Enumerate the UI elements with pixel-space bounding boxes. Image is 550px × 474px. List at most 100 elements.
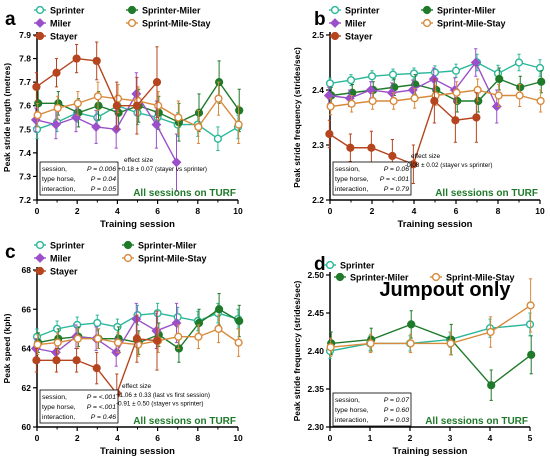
stats-value: P = 0.60: [384, 407, 409, 414]
x-axis-label: Training session: [100, 219, 175, 230]
y-tick-label: 2.3: [312, 140, 324, 150]
stats-value: P = 0.07: [384, 397, 409, 404]
x-tick-label: 2: [75, 206, 80, 216]
data-point: [452, 88, 461, 97]
data-point: [35, 253, 45, 263]
x-tick-label: 1: [368, 433, 373, 443]
data-point: [527, 350, 536, 359]
effect-size-line: +0.18 ± 0.07 (stayer vs sprinter): [118, 166, 207, 173]
data-point: [213, 134, 223, 143]
data-point: [127, 5, 137, 15]
data-point: [495, 74, 504, 84]
x-tick-label: 0: [35, 206, 40, 216]
data-point: [409, 69, 419, 78]
data-point: [52, 68, 61, 77]
x-tick-label: 2: [408, 433, 413, 443]
legend-label: Sprinter-Miler: [437, 6, 496, 16]
data-point: [35, 31, 45, 41]
data-point: [93, 92, 103, 101]
data-point: [451, 116, 460, 125]
data-point: [194, 122, 203, 132]
data-point: [32, 82, 41, 91]
legend-label: Sprinter-Miler: [138, 241, 197, 251]
stats-box: [332, 161, 412, 196]
series-sprint-mile-stay: [326, 78, 545, 116]
series-sprint-mile-stay: [326, 278, 535, 357]
chart-panel-a: a 0 2 4 6 8 10 7.2 7.3 7.4 7.5 7.6 7.7 7.8 7.9 Training…: [2, 5, 244, 230]
x-tick-label: 0: [35, 433, 40, 443]
data-point: [152, 78, 162, 87]
data-point: [73, 99, 82, 108]
y-tick-label: 7.6: [19, 101, 31, 111]
y-tick-label: 2.40: [307, 346, 324, 356]
data-point: [234, 338, 243, 347]
data-point: [113, 94, 123, 103]
data-point: [53, 103, 62, 113]
data-point: [151, 119, 162, 130]
data-point: [35, 266, 45, 276]
x-tick-label: 10: [233, 433, 243, 443]
data-point: [323, 90, 334, 101]
legend-label: Sprinter: [340, 261, 375, 271]
data-point: [123, 240, 133, 250]
data-point: [494, 91, 503, 100]
legend-label: Sprinter: [345, 6, 380, 16]
x-tick-label: 6: [454, 206, 459, 216]
stats-value: P = 0.03: [384, 417, 409, 424]
x-axis-label: Training session: [398, 219, 473, 230]
series-line: [330, 304, 531, 348]
legend-label: Miler: [50, 254, 72, 264]
stats-value: P = 0.05: [91, 186, 116, 193]
x-tick-label: 5: [528, 433, 533, 443]
data-point: [446, 339, 455, 348]
data-point: [72, 356, 81, 365]
data-point: [388, 70, 398, 79]
data-point: [131, 314, 142, 324]
data-point: [194, 318, 204, 328]
y-tick-label: 7.5: [19, 124, 31, 134]
data-point: [473, 85, 482, 95]
turf-label: All sessions on TURF: [133, 188, 236, 199]
effect-size-line: +1.06 ± 0.33 (last vs first session): [116, 392, 210, 399]
x-tick-label: 8: [496, 206, 501, 216]
legend-label: Stayer: [50, 267, 78, 277]
y-tick-label: 2.50: [307, 270, 324, 280]
y-tick-label: 7.7: [19, 77, 31, 87]
x-axis-label: Training session: [393, 446, 468, 457]
stats-value: P = <.001: [87, 404, 116, 411]
panel-letter: b: [314, 9, 326, 30]
data-point: [52, 356, 61, 365]
y-tick-label: 68: [22, 265, 32, 275]
panel-letter: c: [5, 242, 16, 263]
data-point: [365, 85, 376, 95]
data-point: [174, 332, 183, 341]
stats-value: P = 0.006: [87, 166, 116, 173]
data-point: [194, 108, 204, 117]
data-point: [94, 101, 103, 110]
data-point: [422, 5, 432, 15]
stats-label: session,: [335, 397, 360, 404]
legend-label: Sprint-Mile-Stay: [142, 19, 211, 29]
panel-letter: a: [5, 9, 16, 30]
x-axis-label: Training session: [100, 446, 175, 457]
data-point: [326, 343, 335, 352]
data-point: [330, 5, 340, 15]
data-point: [430, 96, 439, 106]
data-point: [388, 151, 397, 161]
legend-label: Sprinter-Miler: [350, 273, 409, 283]
data-point: [430, 68, 440, 77]
data-point: [92, 56, 101, 66]
turf-label: All sessions on TURF: [435, 188, 538, 199]
series-sprinter-miler: [34, 293, 244, 363]
data-point: [235, 316, 244, 326]
stats-value: P = 0.46: [91, 414, 116, 421]
data-point: [366, 339, 375, 348]
data-point: [35, 18, 45, 28]
stats-label: session,: [335, 166, 360, 173]
data-point: [215, 305, 224, 314]
x-tick-label: 10: [535, 206, 545, 216]
legend-label: Stayer: [345, 32, 373, 42]
data-point: [367, 72, 377, 81]
effect-size-title: effect size: [122, 383, 152, 390]
chart-panel-b: b 0 2 4 6 8 10 2.2 2.3 2.4 2.5 Training session Peak…: [292, 5, 546, 230]
